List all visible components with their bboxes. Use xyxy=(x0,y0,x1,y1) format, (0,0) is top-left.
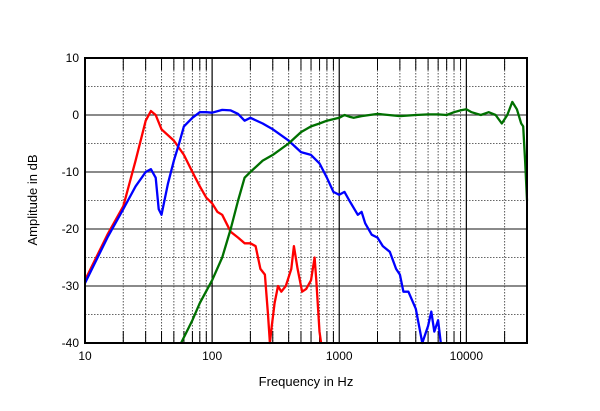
y-tick-label: -40 xyxy=(62,336,80,350)
y-tick-label: -20 xyxy=(62,222,80,236)
series-red-line xyxy=(83,109,323,345)
x-tick-label: 10 xyxy=(78,349,92,363)
y-tick-labels: 10 0 -10 -20 -30 -40 xyxy=(62,51,80,350)
x-tick-labels: 10 100 1000 10000 xyxy=(78,349,483,363)
y-tick-label: -30 xyxy=(62,279,80,293)
x-tick-label: 1000 xyxy=(326,349,353,363)
grid xyxy=(84,57,528,344)
plot-frame xyxy=(84,57,528,344)
series-blue-line xyxy=(83,108,442,345)
x-tick-label: 100 xyxy=(202,349,222,363)
x-tick-label: 10000 xyxy=(450,349,484,363)
curves xyxy=(83,100,529,345)
series-green-line xyxy=(180,100,529,344)
x-axis-label: Frequency in Hz xyxy=(259,374,354,389)
y-tick-label: -10 xyxy=(62,165,80,179)
y-tick-label: 0 xyxy=(72,108,79,122)
y-tick-label: 10 xyxy=(66,51,80,65)
y-axis-label: Amplitude in dB xyxy=(25,154,40,245)
